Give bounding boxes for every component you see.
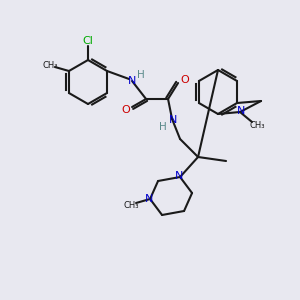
Text: CH₃: CH₃ [123, 202, 139, 211]
Text: N: N [169, 115, 177, 125]
Text: H: H [137, 70, 145, 80]
Text: CH₃: CH₃ [249, 122, 265, 130]
Text: O: O [181, 75, 189, 85]
Text: N: N [128, 76, 136, 86]
Text: N: N [175, 171, 183, 181]
Text: CH₃: CH₃ [42, 61, 58, 70]
Text: N: N [145, 194, 153, 204]
Text: H: H [159, 122, 167, 132]
Text: O: O [122, 105, 130, 115]
Text: Cl: Cl [82, 36, 93, 46]
Text: N: N [237, 106, 245, 116]
